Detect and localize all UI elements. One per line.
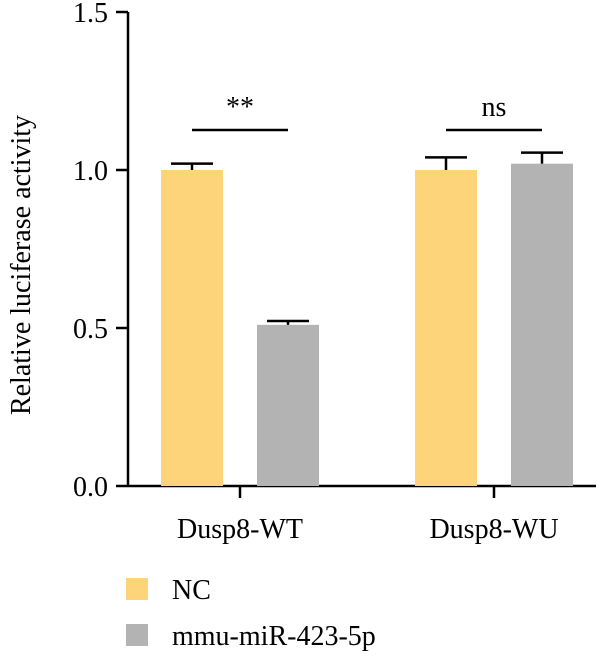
legend-swatch xyxy=(126,578,148,600)
x-category-label: Dusp8-WT xyxy=(177,514,303,545)
legend-label: mmu-miR-423-5p xyxy=(172,621,376,652)
y-tick-label: 0.0 xyxy=(73,472,108,503)
bar xyxy=(415,170,477,486)
legend: NC mmu-miR-423-5p xyxy=(126,575,376,652)
significance-label: ns xyxy=(482,92,507,123)
y-axis-title: Relative luciferase activity xyxy=(6,115,37,415)
x-axis: Dusp8-WT Dusp8-WU xyxy=(128,484,596,545)
bars xyxy=(161,163,573,486)
y-tick-label: 1.5 xyxy=(73,0,108,29)
bar xyxy=(511,163,573,486)
y-tick-label: 0.5 xyxy=(73,314,108,345)
error-bars xyxy=(171,151,563,325)
legend-label: NC xyxy=(172,575,211,606)
significance-annotations: ** ns xyxy=(192,92,542,132)
significance-label: ** xyxy=(226,92,254,123)
bar xyxy=(257,324,319,486)
x-category-label: Dusp8-WU xyxy=(429,514,558,545)
bar xyxy=(161,170,223,486)
legend-swatch xyxy=(126,624,148,646)
y-tick-label: 1.0 xyxy=(73,156,108,187)
y-axis: 0.0 0.5 1.0 1.5 xyxy=(73,0,130,503)
